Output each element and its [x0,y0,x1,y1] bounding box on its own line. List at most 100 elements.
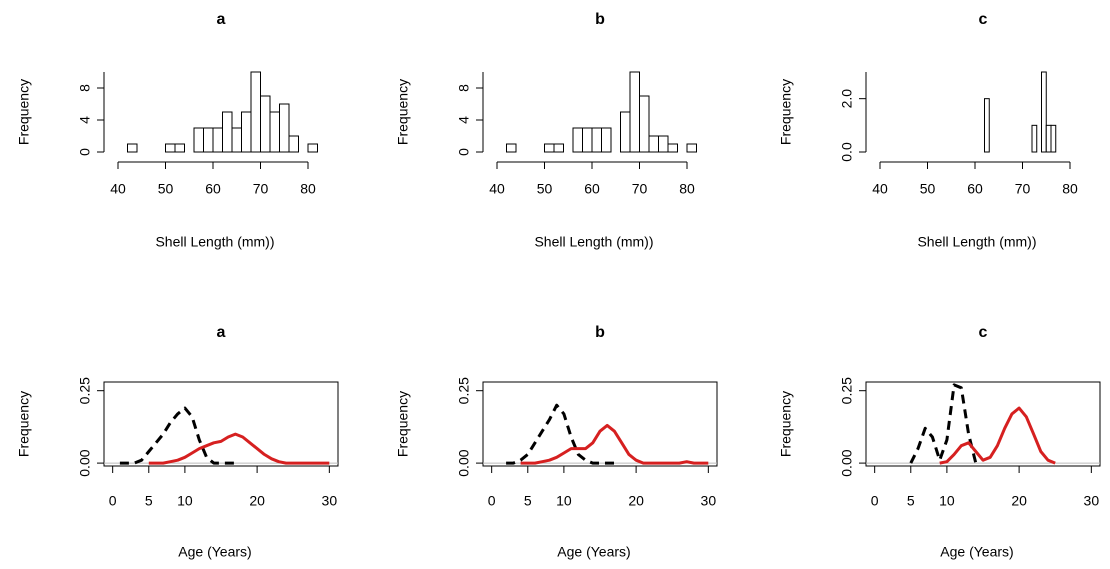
histogram-bar [667,143,678,153]
chart-title: a [217,324,226,341]
y-tick-label: 8 [77,84,93,92]
y-tick-label: 8 [456,84,472,92]
histogram-bar [658,135,669,153]
histogram-bar [241,111,252,153]
histogram-bar [174,143,185,153]
y-tick-label: 0.00 [77,449,93,476]
histogram-bar [506,143,517,153]
histogram-bar [1045,124,1052,153]
histogram-bar [222,111,233,153]
x-tick-label: 60 [967,181,983,197]
series-line [119,406,236,465]
histogram-bar [1031,124,1038,153]
histogram-bar [279,103,290,153]
x-tick-label: 5 [145,493,153,509]
series-line [148,432,330,465]
histogram-bar [260,95,271,153]
chart-title: c [979,11,988,28]
x-tick-label: 40 [489,181,505,197]
x-axis-label: Shell Length (mm)) [155,234,274,250]
histogram-bar [212,127,223,153]
x-tick-label: 60 [205,181,221,197]
histogram-bar [231,127,242,153]
x-tick-label: 20 [1011,493,1027,509]
x-tick-label: 10 [939,493,955,509]
y-axis-label: Frequency [395,391,411,457]
x-tick-label: 40 [110,181,126,197]
x-tick-label: 80 [679,181,695,197]
x-tick-label: 30 [1084,493,1100,509]
histogram-bar [582,127,593,153]
x-tick-label: 30 [701,493,717,509]
x-tick-label: 80 [300,181,316,197]
x-tick-label: 50 [158,181,174,197]
y-tick-label: 0.0 [839,142,855,162]
histogram-bar [620,111,631,153]
y-tick-label: 0.25 [839,377,855,404]
y-tick-label: 0 [77,148,93,156]
histogram-bar [686,143,697,153]
chart-title: b [595,11,605,28]
x-tick-label: 70 [253,181,269,197]
x-tick-label: 60 [584,181,600,197]
histogram-bar [629,71,640,153]
x-tick-label: 50 [920,181,936,197]
histogram-bar [1050,124,1057,153]
x-tick-label: 50 [537,181,553,197]
chart-title: a [217,11,226,28]
y-axis-label: Frequency [16,79,32,145]
x-tick-label: 0 [871,493,879,509]
series-line [909,383,978,464]
histogram-bar [165,143,176,153]
x-axis-label: Age (Years) [178,544,251,560]
histogram-bar [553,143,564,153]
plot-frame [865,381,1101,467]
y-tick-label: 4 [456,116,472,124]
histogram-bar [591,127,602,153]
histogram-bar [203,127,214,153]
y-axis-label: Frequency [16,391,32,457]
histogram-bar [648,135,659,153]
x-tick-label: 10 [177,493,193,509]
x-tick-label: 30 [322,493,338,509]
y-axis-label: Frequency [395,79,411,145]
y-tick-label: 0.25 [77,377,93,404]
histogram-bar [127,143,138,153]
x-axis-label: Age (Years) [557,544,630,560]
histogram-bar [250,71,261,153]
histogram-bar [1041,71,1047,153]
y-tick-label: 0.00 [839,449,855,476]
histogram-bar [288,135,299,153]
y-axis-label: Frequency [778,79,794,145]
histogram-bar [307,143,318,153]
series-line [939,406,1056,465]
series-line [506,403,615,465]
plot-frame [103,381,339,467]
x-tick-label: 5 [907,493,915,509]
histogram-bar [984,98,990,153]
histogram-bar [544,143,555,153]
x-tick-label: 5 [524,493,532,509]
x-tick-label: 10 [556,493,572,509]
y-tick-label: 2.0 [839,89,855,109]
y-axis-label: Frequency [778,391,794,457]
x-tick-label: 20 [249,493,265,509]
histogram-bar [601,127,612,153]
x-axis-label: Shell Length (mm)) [534,234,653,250]
x-tick-label: 70 [632,181,648,197]
chart-title: c [979,324,988,341]
x-tick-label: 0 [488,493,496,509]
x-axis-label: Age (Years) [940,544,1013,560]
x-tick-label: 40 [872,181,888,197]
plot-frame [482,381,718,467]
histogram-bar [639,95,650,153]
y-tick-label: 0 [456,148,472,156]
histogram-bar [193,127,204,153]
histogram-bar [572,127,583,153]
x-tick-label: 20 [628,493,644,509]
y-tick-label: 0.25 [456,377,472,404]
x-tick-label: 0 [109,493,117,509]
histogram-bar [269,111,280,153]
x-tick-label: 70 [1015,181,1031,197]
